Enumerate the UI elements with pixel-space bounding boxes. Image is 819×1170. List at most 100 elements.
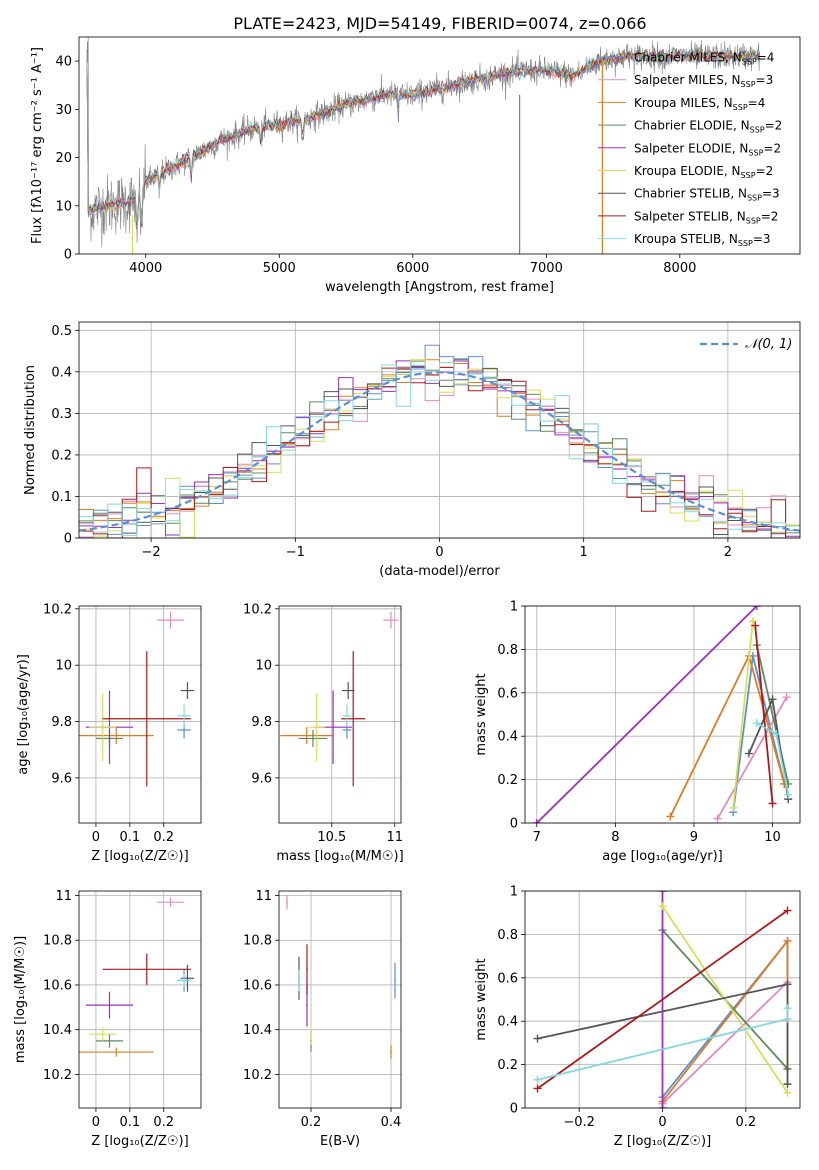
weight-series-line (536, 909, 789, 1090)
legend-entry: Chabrier ELODIE, NSSP=2 (634, 119, 782, 135)
x-tick-label: 8000 (663, 261, 696, 276)
x-tick-label: 11 (386, 830, 403, 845)
y-tick-label: 10.8 (243, 934, 272, 949)
axes-frame (278, 890, 402, 1109)
weight-marker (729, 803, 738, 812)
x-tick-label: 4000 (129, 261, 162, 276)
x-tick-label: −1 (286, 545, 305, 560)
spectrum-data (86, 37, 761, 248)
weight-marker (752, 719, 761, 728)
weight-marker (752, 606, 761, 610)
weight-marker (782, 693, 791, 702)
plot-content (532, 606, 793, 823)
plot-content (280, 611, 399, 787)
y-axis-label: mass weight (474, 958, 489, 1040)
x-tick-label: 0.1 (119, 830, 140, 845)
y-tick-label: 0 (510, 1102, 518, 1117)
y-tick-label: 0.2 (497, 773, 518, 788)
x-tick-label: 2 (724, 545, 732, 560)
y-tick-label: 0.8 (497, 928, 518, 943)
y-tick-label: 1 (510, 600, 518, 615)
y-tick-label: 30 (55, 103, 72, 118)
axes-frame (78, 321, 801, 539)
chart-weight-vs-age: 7 8 9 10 0 0.2 0.4 0.6 0.8 1 age [log₁₀(age/yr)] ma… (474, 600, 801, 864)
legend-entry: Salpeter STELIB, NSSP=2 (634, 209, 778, 225)
y-tick-label: 1 (510, 885, 518, 900)
histogram-series (79, 366, 800, 538)
plot-area: 4000 5000 6000 7000 8000010203040wavelength … (13, 36, 801, 1149)
legend-entry: Salpeter MILES, NSSP=3 (634, 73, 773, 89)
x-axis-label: Z [log₁₀(Z/Z☉)] (91, 1134, 188, 1149)
y-tick-label: 0 (510, 817, 518, 832)
weight-marker (784, 790, 793, 799)
weight-marker (772, 730, 781, 739)
y-tick-label: 10.2 (43, 602, 72, 617)
y-tick-label: 0.4 (51, 365, 72, 380)
chart-weight-vs-Z: −0.2 0 0.2 0 0.2 0.4 0.6 0.8 1 Z [log₁₀(Z/Z☉)] mas… (474, 885, 801, 1149)
chart-mass-vs-Z: 0 0.1 0.2 10.2 10.4 10.6 10.8 11 Z [log₁₀(Z/Z☉)]… (13, 889, 202, 1149)
weight-marker (533, 1034, 542, 1043)
axes-frame (278, 605, 402, 824)
plot-content (79, 344, 800, 538)
y-tick-label: 0.6 (497, 686, 518, 701)
weight-marker (783, 906, 792, 915)
y-tick-label: 40 (55, 55, 72, 70)
weight-marker (768, 799, 777, 808)
chart-age-vs-mass: 10.5 11 9.6 9.8 10 10.2 mass [log₁₀(M/M☉)] (243, 602, 404, 864)
y-axis-label: Normed distribution (23, 365, 38, 495)
axes-frame (524, 890, 801, 1109)
legend-entry: Kroupa ELODIE, NSSP=2 (634, 164, 773, 180)
x-tick-label: 0 (92, 830, 100, 845)
x-tick-label: 0.4 (381, 1115, 402, 1130)
y-tick-label: 10.8 (43, 934, 72, 949)
y-tick-label: 10.6 (43, 978, 72, 993)
x-tick-label: 0.2 (153, 1115, 174, 1130)
axes-frame (78, 605, 202, 824)
x-tick-label: 0.1 (119, 1115, 140, 1130)
x-tick-label: −0.2 (563, 1115, 595, 1130)
y-tick-label: 10.2 (43, 1068, 72, 1083)
weight-marker (658, 891, 667, 895)
plot-content (533, 891, 792, 1108)
plot-content (286, 895, 396, 1060)
x-axis-label: Z [log₁₀(Z/Z☉)] (614, 1134, 711, 1149)
x-tick-label: 5000 (263, 261, 296, 276)
weight-marker (744, 749, 753, 758)
x-tick-label: 1 (580, 545, 588, 560)
plot-content (86, 37, 761, 254)
legend-entry: 𝒩(0, 1) (745, 337, 792, 352)
x-axis-label: age [log₁₀(age/yr)] (602, 849, 723, 864)
chart-mass-vs-EBV: 0.2 0.4 10.2 10.4 10.6 10.8 11 E(B-V) (243, 889, 402, 1149)
legend-entry: Chabrier MILES, NSSP=4 (634, 51, 774, 67)
y-tick-label: 0.5 (51, 324, 72, 339)
x-tick-label: 10 (764, 830, 781, 845)
weight-marker (533, 1075, 542, 1084)
y-tick-label: 9.6 (251, 771, 272, 786)
weight-marker (666, 812, 675, 821)
weight-marker (783, 1015, 792, 1024)
y-tick-label: 0.6 (497, 971, 518, 986)
x-tick-label: 9 (690, 830, 698, 845)
legend-entry: Kroupa STELIB, NSSP=3 (634, 232, 771, 248)
x-axis-label: E(B-V) (320, 1134, 360, 1149)
x-tick-label: 0 (658, 1115, 666, 1130)
x-tick-label: 7 (533, 830, 541, 845)
weight-marker (532, 819, 541, 823)
y-tick-label: 9.6 (51, 771, 72, 786)
axes-frame (78, 890, 202, 1109)
plot-content (79, 611, 195, 787)
weight-marker (658, 1104, 667, 1108)
x-tick-label: 10.5 (317, 830, 346, 845)
x-tick-label: 0.2 (153, 830, 174, 845)
y-tick-label: 0.1 (51, 490, 72, 505)
y-tick-label: 0.3 (51, 407, 72, 422)
weight-series-line (536, 606, 758, 823)
weight-marker (783, 936, 792, 945)
y-tick-label: 10.4 (43, 1023, 72, 1038)
x-tick-label: 0.2 (301, 1115, 322, 1130)
y-tick-label: 9.8 (51, 715, 72, 730)
x-axis-label: mass [log₁₀(M/M☉)] (276, 849, 403, 864)
weight-marker (783, 980, 792, 989)
x-tick-label: 7000 (530, 261, 563, 276)
